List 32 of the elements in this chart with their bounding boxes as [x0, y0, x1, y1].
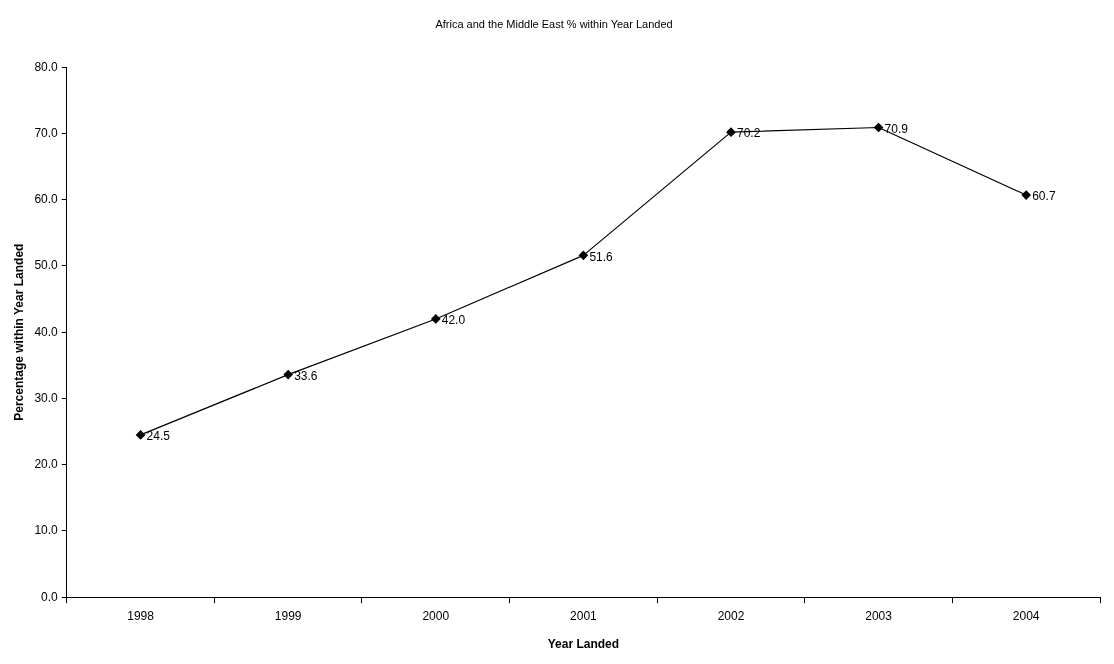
y-tick-label: 50.0	[34, 258, 59, 273]
y-tick-label: 40.0	[34, 324, 59, 339]
point	[283, 370, 293, 380]
point	[1021, 190, 1031, 200]
y-tick-label: 30.0	[34, 390, 59, 405]
y-tick-label: 80.0	[34, 59, 59, 74]
point	[431, 314, 441, 324]
y-tick-label: 20.0	[34, 457, 59, 472]
data-label: 70.9	[884, 121, 909, 136]
point	[873, 122, 884, 133]
point	[578, 250, 588, 260]
x-tick-label: 2001	[570, 608, 598, 623]
point	[135, 430, 146, 440]
x-tick-label: 2000	[422, 608, 450, 623]
data-label: 51.6	[589, 249, 614, 264]
x-tick-label: 2004	[1012, 608, 1040, 623]
x-tick-label: 2002	[717, 608, 745, 623]
y-tick-label: 60.0	[34, 192, 59, 207]
data-label: 42.0	[441, 313, 466, 328]
x-tick-label: 1999	[274, 608, 302, 623]
x-tick-label: 1998	[127, 608, 155, 623]
data-label: 33.6	[294, 368, 318, 383]
chart-title: Africa and the Middle East % within Year Landed	[435, 17, 673, 30]
x-tick-label: 2003	[865, 608, 893, 623]
data-label: 24.5	[146, 429, 171, 444]
y-tick-label: 10.0	[34, 523, 59, 538]
y-tick-label: 0.0	[41, 589, 59, 604]
x-axis-title: Year Landed	[547, 637, 620, 652]
y-tick-label: 70.0	[34, 125, 59, 140]
point	[726, 127, 736, 137]
y-axis-title: Percentage within Year Landed	[11, 243, 26, 421]
data-label: 60.7	[1032, 189, 1056, 204]
